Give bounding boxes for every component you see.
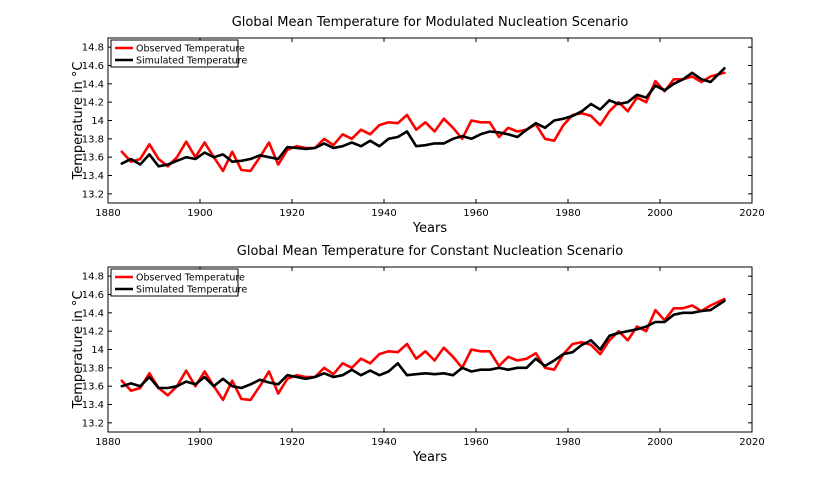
x-tick-label: 2020 bbox=[739, 437, 764, 448]
legend-box bbox=[110, 268, 239, 297]
x-axis-label: Years bbox=[412, 450, 448, 465]
y-axis-unit: °C bbox=[71, 61, 86, 77]
x-tick-label: 1880 bbox=[95, 437, 120, 448]
x-axis-label: Years bbox=[412, 221, 448, 236]
y-tick-label: 14.6 bbox=[82, 290, 104, 301]
y-axis-label: Temperature in °C bbox=[71, 61, 86, 180]
legend-label: Simulated Temperature bbox=[136, 56, 247, 67]
y-tick-label: 13.4 bbox=[82, 171, 104, 182]
series-line-simulated bbox=[120, 67, 726, 168]
y-tick-label: 14.4 bbox=[82, 308, 104, 319]
y-tick-label: 14.2 bbox=[82, 98, 104, 109]
chart-panel-2: Global Mean Temperature for Constant Nuc… bbox=[71, 244, 765, 465]
x-tick-label: 1980 bbox=[555, 437, 580, 448]
chart-panel-1: Global Mean Temperature for Modulated Nu… bbox=[71, 15, 765, 236]
chart-title: Global Mean Temperature for Modulated Nu… bbox=[232, 15, 629, 30]
y-tick-label: 14.2 bbox=[82, 327, 104, 338]
x-tick-label: 2000 bbox=[647, 437, 672, 448]
legend-box bbox=[110, 39, 239, 68]
legend-label: Observed Temperature bbox=[136, 44, 245, 55]
y-axis-unit: °C bbox=[71, 290, 86, 306]
x-tick-label: 1920 bbox=[279, 437, 304, 448]
y-tick-label: 13.8 bbox=[82, 363, 104, 374]
x-tick-label: 1960 bbox=[463, 208, 488, 219]
x-tick-label: 1960 bbox=[463, 437, 488, 448]
y-axis-label-text: Temperature in bbox=[71, 77, 86, 180]
x-tick-label: 1920 bbox=[279, 208, 304, 219]
y-tick-label: 13.4 bbox=[82, 400, 104, 411]
y-tick-label: 14.8 bbox=[82, 272, 104, 283]
y-tick-label: 13.8 bbox=[82, 134, 104, 145]
x-tick-label: 2000 bbox=[647, 208, 672, 219]
y-tick-label: 13.6 bbox=[82, 153, 104, 164]
y-tick-label: 13.6 bbox=[82, 382, 104, 393]
y-tick-label: 14.4 bbox=[82, 79, 104, 90]
y-tick-label: 14.8 bbox=[82, 43, 104, 54]
y-axis-label-text: Temperature in bbox=[71, 306, 86, 409]
x-tick-label: 1940 bbox=[371, 208, 396, 219]
x-tick-label: 2020 bbox=[739, 208, 764, 219]
legend-label: Simulated Temperature bbox=[136, 285, 247, 296]
y-tick-label: 14 bbox=[91, 345, 104, 356]
y-tick-label: 13.2 bbox=[82, 189, 104, 200]
series-line-simulated bbox=[120, 299, 726, 390]
x-tick-label: 1900 bbox=[187, 437, 212, 448]
y-tick-label: 14 bbox=[91, 116, 104, 127]
y-tick-label: 13.2 bbox=[82, 418, 104, 429]
legend-label: Observed Temperature bbox=[136, 273, 245, 284]
x-tick-label: 1980 bbox=[555, 208, 580, 219]
y-tick-label: 14.6 bbox=[82, 61, 104, 72]
chart-title: Global Mean Temperature for Constant Nuc… bbox=[237, 244, 623, 259]
y-axis-label: Temperature in °C bbox=[71, 290, 86, 409]
x-tick-label: 1940 bbox=[371, 437, 396, 448]
x-tick-label: 1880 bbox=[95, 208, 120, 219]
x-tick-label: 1900 bbox=[187, 208, 212, 219]
